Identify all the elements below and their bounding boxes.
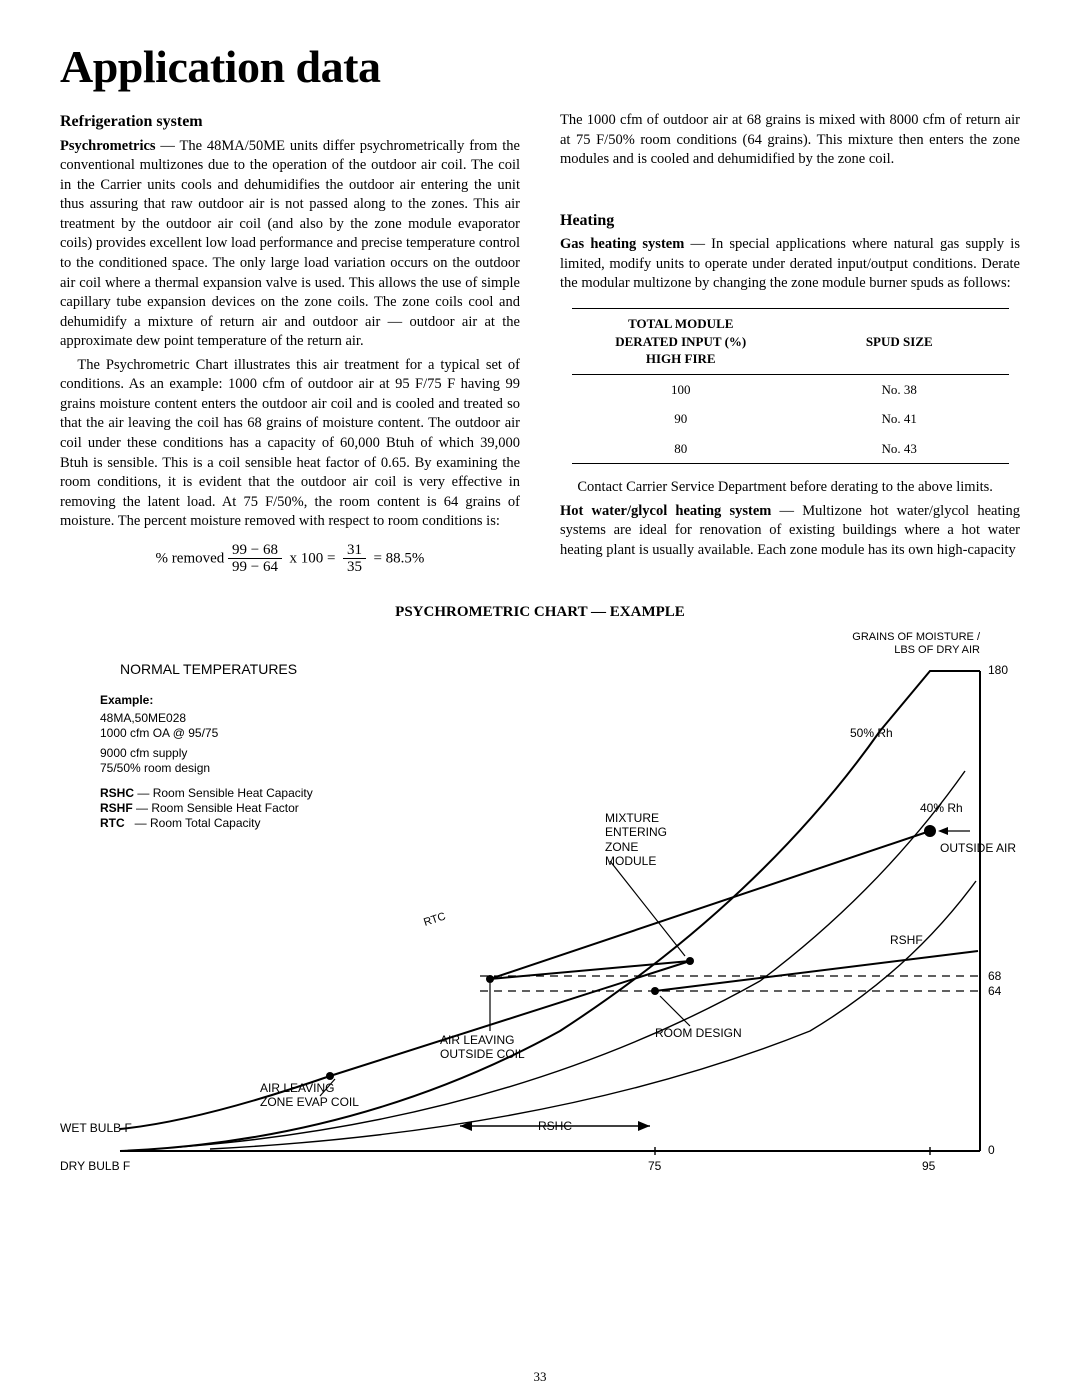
example-l4: 75/50% room design bbox=[100, 761, 210, 775]
y-axis-title-1: GRAINS OF MOISTURE / bbox=[852, 631, 980, 644]
room-design-label: ROOM DESIGN bbox=[655, 1026, 742, 1040]
legend-rshf-key: RSHF bbox=[100, 801, 133, 815]
table-cell: 90 bbox=[572, 404, 791, 434]
table-row: 90 No. 41 bbox=[572, 404, 1009, 434]
air-leaving-zone-label: AIR LEAVING ZONE EVAP COIL bbox=[260, 1081, 359, 1110]
chart-svg: RTC bbox=[60, 631, 1020, 1191]
refrigeration-heading: Refrigeration system bbox=[60, 111, 520, 133]
example-l3: 9000 cfm supply bbox=[100, 746, 187, 760]
table-cell: No. 43 bbox=[790, 434, 1009, 464]
y-tick-0: 0 bbox=[988, 1143, 995, 1157]
eq-prefix: % removed bbox=[156, 550, 225, 566]
eq-result: = 88.5% bbox=[373, 550, 424, 566]
eq-fraction-1: 99 − 68 99 − 64 bbox=[228, 542, 282, 576]
rshc-label: RSHC bbox=[538, 1119, 572, 1133]
example-head: Example: bbox=[100, 693, 153, 707]
normal-temps-label: NORMAL TEMPERATURES bbox=[120, 661, 297, 678]
y-tick-64: 64 bbox=[988, 984, 1001, 998]
right-column: The 1000 cfm of outdoor air at 68 grains… bbox=[560, 111, 1020, 586]
page-title: Application data bbox=[60, 40, 1020, 93]
table-header-row: TOTAL MODULE DERATED INPUT (%) HIGH FIRE… bbox=[572, 309, 1009, 375]
col1-h-l2: DERATED INPUT (%) bbox=[576, 333, 787, 351]
table-row: 80 No. 43 bbox=[572, 434, 1009, 464]
y-tick-180: 180 bbox=[988, 663, 1008, 677]
two-column-layout: Refrigeration system Psychrometrics — Th… bbox=[60, 111, 1020, 586]
eq-num1: 99 − 68 bbox=[228, 542, 282, 560]
legend-rshc-val: Room Sensible Heat Capacity bbox=[153, 786, 313, 800]
hot-water-para: Hot water/glycol heating system — Multiz… bbox=[560, 502, 1020, 561]
wet-bulb-label: WET BULB F bbox=[60, 1121, 132, 1135]
mixing-para: The 1000 cfm of outdoor air at 68 grains… bbox=[560, 111, 1020, 170]
table-cell: No. 38 bbox=[790, 375, 1009, 405]
hot-water-lead: Hot water/glycol heating system bbox=[560, 503, 771, 519]
eq-den1: 99 − 64 bbox=[228, 559, 282, 576]
heating-heading: Heating bbox=[560, 210, 1020, 232]
percent-removed-equation: % removed 99 − 68 99 − 64 x 100 = 31 35 … bbox=[60, 542, 520, 576]
col1-header: TOTAL MODULE DERATED INPUT (%) HIGH FIRE bbox=[572, 309, 791, 374]
psychrometrics-body: — The 48MA/50ME units differ psychrometr… bbox=[60, 138, 520, 350]
col1-h-l1: TOTAL MODULE bbox=[576, 315, 787, 333]
eq-num2: 31 bbox=[343, 542, 366, 560]
y-tick-68: 68 bbox=[988, 969, 1001, 983]
x-tick-95: 95 bbox=[922, 1159, 935, 1173]
mixture-label: MIXTURE ENTERING ZONE MODULE bbox=[605, 811, 667, 869]
col2-header: SPUD SIZE bbox=[790, 309, 1009, 374]
psychrometrics-lead: Psychrometrics bbox=[60, 138, 156, 154]
outside-air-label: OUTSIDE AIR bbox=[940, 841, 1016, 855]
legend-rshf: RSHF — Room Sensible Heat Factor bbox=[100, 801, 299, 815]
psychrometrics-para: Psychrometrics — The 48MA/50ME units dif… bbox=[60, 137, 520, 352]
page-number: 33 bbox=[534, 1369, 547, 1385]
example-l2: 1000 cfm OA @ 95/75 bbox=[100, 726, 218, 740]
table-cell: 80 bbox=[572, 434, 791, 464]
rshf-label: RSHF bbox=[890, 933, 923, 947]
chart-title: PSYCHROMETRIC CHART — EXAMPLE bbox=[60, 604, 1020, 621]
rh-50-label: 50% Rh bbox=[850, 726, 893, 740]
legend-rshf-val: Room Sensible Heat Factor bbox=[151, 801, 298, 815]
col1-h-l3: HIGH FIRE bbox=[576, 350, 787, 368]
rh-40-label: 40% Rh bbox=[920, 801, 963, 815]
legend-rtc: RTC — Room Total Capacity bbox=[100, 816, 261, 830]
example-l1: 48MA,50ME028 bbox=[100, 711, 186, 725]
gas-heating-para: Gas heating system — In special applicat… bbox=[560, 235, 1020, 294]
legend-rshc-key: RSHC bbox=[100, 786, 134, 800]
x-tick-75: 75 bbox=[648, 1159, 661, 1173]
spud-size-table: TOTAL MODULE DERATED INPUT (%) HIGH FIRE… bbox=[572, 308, 1009, 464]
left-column: Refrigeration system Psychrometrics — Th… bbox=[60, 111, 520, 586]
eq-fraction-2: 31 35 bbox=[343, 542, 366, 576]
psych-chart-para: The Psychrometric Chart illustrates this… bbox=[60, 356, 520, 532]
legend-rtc-key: RTC bbox=[100, 816, 125, 830]
legend-rtc-val: Room Total Capacity bbox=[150, 816, 261, 830]
table-cell: 100 bbox=[572, 375, 791, 405]
y-axis-title-2: LBS OF DRY AIR bbox=[894, 644, 980, 657]
contact-para: Contact Carrier Service Department befor… bbox=[560, 478, 1020, 498]
eq-mid: x 100 = bbox=[290, 550, 336, 566]
legend-rshc: RSHC — Room Sensible Heat Capacity bbox=[100, 786, 313, 800]
psychrometric-chart: RTC NORMAL TEMPERATURES Example: 48MA,50… bbox=[60, 631, 1020, 1191]
svg-text:RTC: RTC bbox=[422, 910, 447, 928]
eq-den2: 35 bbox=[343, 559, 366, 576]
table-row: 100 No. 38 bbox=[572, 375, 1009, 405]
dry-bulb-label: DRY BULB F bbox=[60, 1159, 130, 1173]
gas-heating-lead: Gas heating system bbox=[560, 236, 684, 252]
table-cell: No. 41 bbox=[790, 404, 1009, 434]
air-leaving-outside-label: AIR LEAVING OUTSIDE COIL bbox=[440, 1033, 525, 1062]
